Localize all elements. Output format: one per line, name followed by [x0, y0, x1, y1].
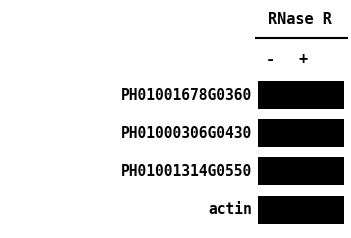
Text: +: + [298, 52, 307, 67]
Text: RNase R: RNase R [268, 12, 332, 27]
Bar [258, 157, 344, 185]
Text: -: - [265, 52, 274, 67]
Text: PH01001314G0550: PH01001314G0550 [121, 164, 252, 178]
Bar [258, 81, 344, 109]
Text: PH01001678G0360: PH01001678G0360 [121, 88, 252, 103]
Bar [258, 196, 344, 224]
Text: PH01000306G0430: PH01000306G0430 [121, 125, 252, 140]
Text: actin: actin [208, 203, 252, 218]
Bar [258, 119, 344, 147]
